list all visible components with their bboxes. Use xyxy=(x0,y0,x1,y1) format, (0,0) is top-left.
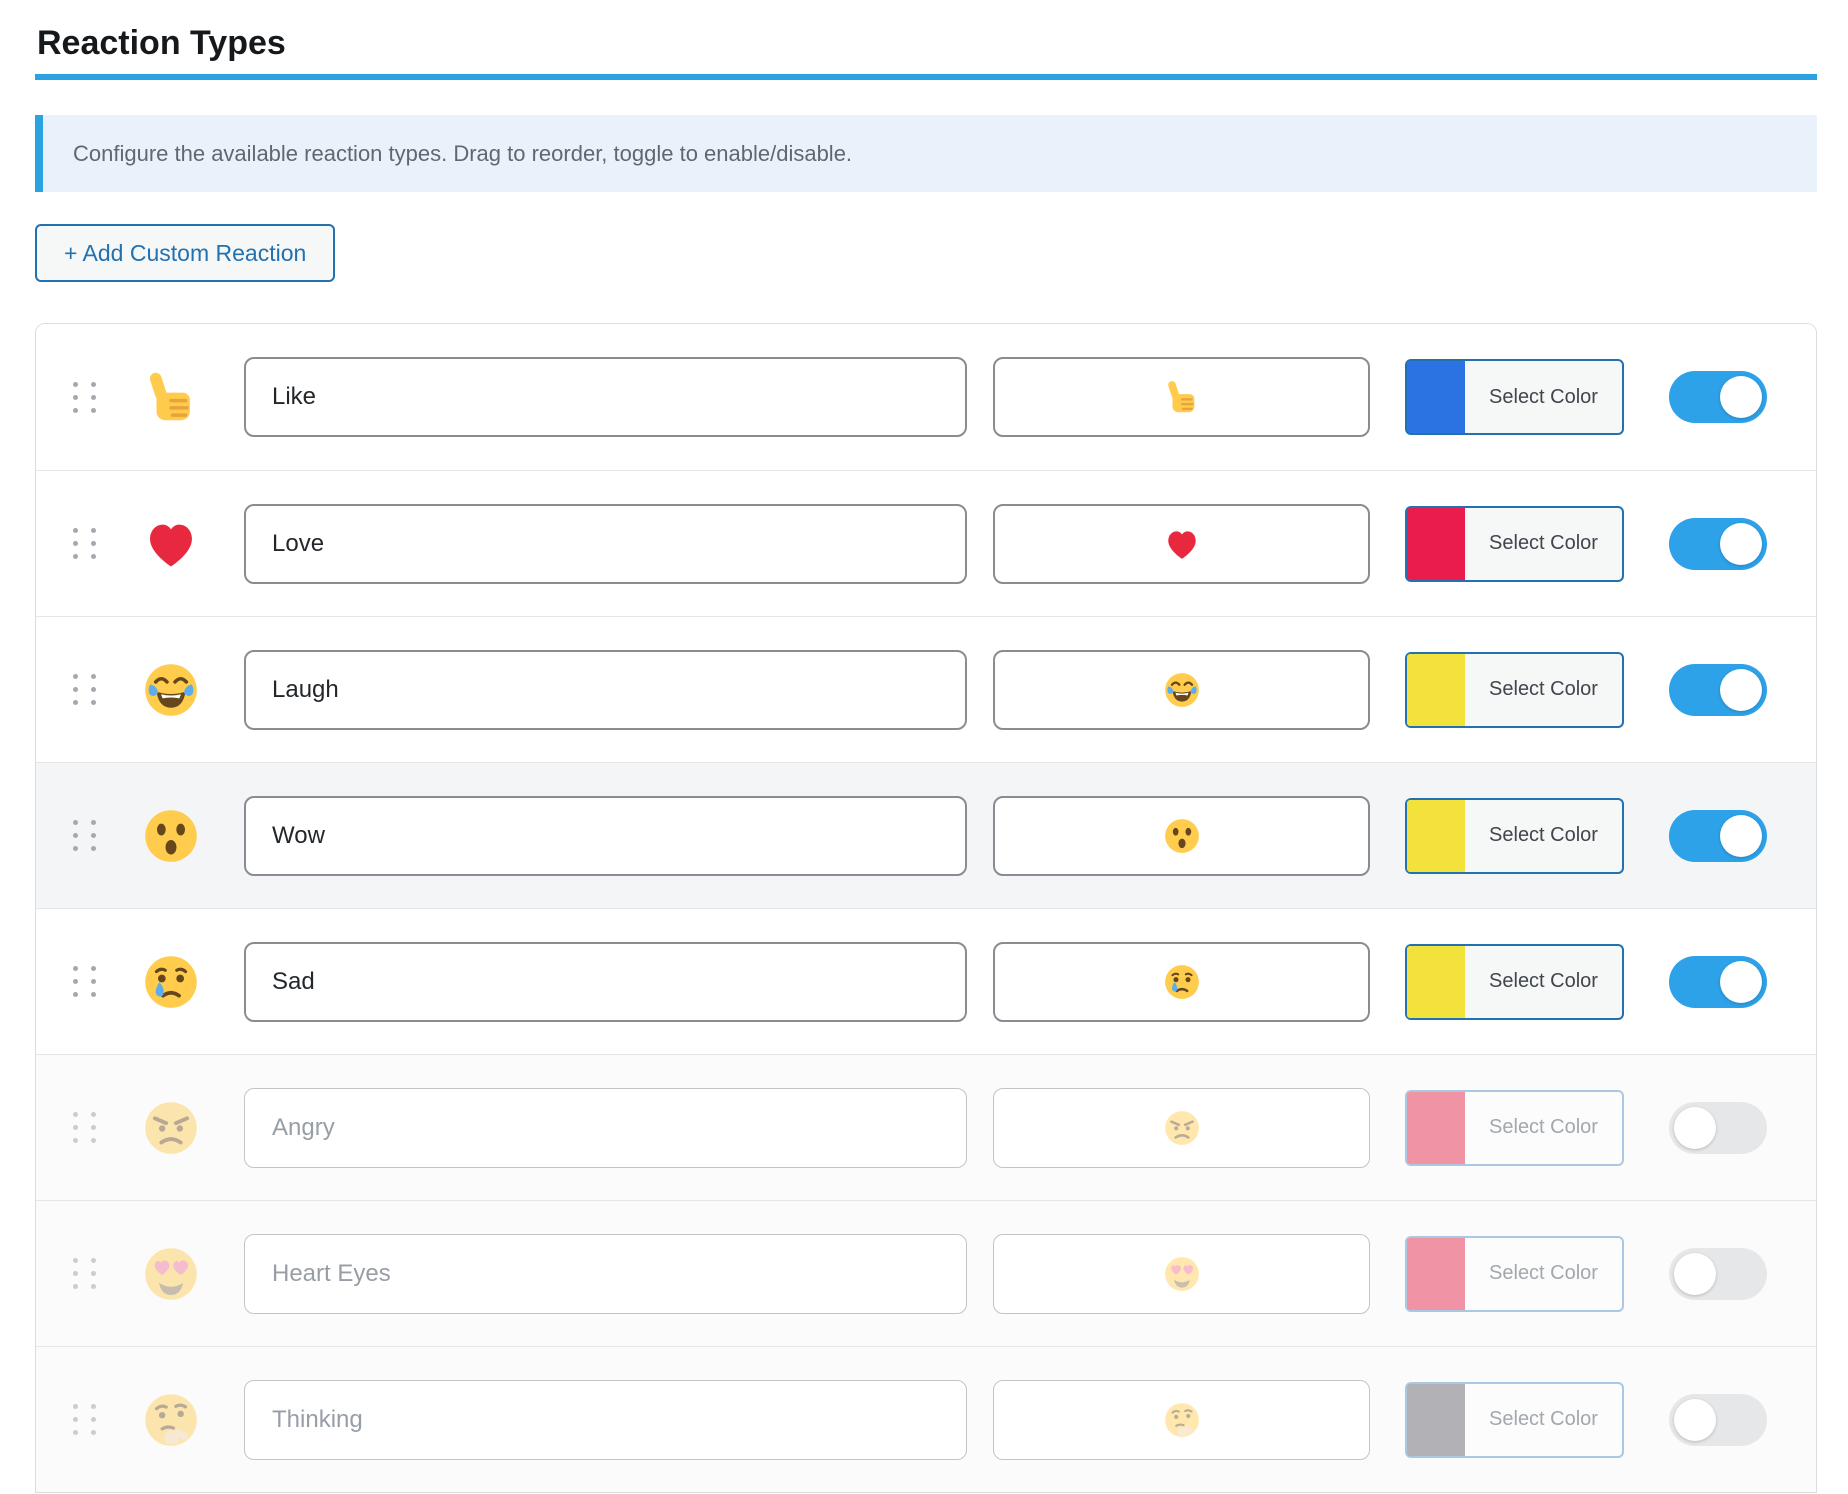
select-color-button[interactable]: Select Color xyxy=(1405,1235,1624,1312)
reaction-emoji-input[interactable] xyxy=(993,357,1370,437)
select-color-button[interactable]: Select Color xyxy=(1405,797,1624,874)
select-color-button[interactable]: Select Color xyxy=(1405,1089,1624,1166)
color-swatch xyxy=(1407,1091,1465,1164)
reaction-row: Select Color xyxy=(36,908,1816,1054)
select-color-label: Select Color xyxy=(1489,1116,1598,1138)
enable-toggle[interactable] xyxy=(1669,955,1767,1008)
crying-face-icon xyxy=(1163,963,1201,1001)
thumbs-up-icon xyxy=(1163,378,1201,416)
thinking-face-icon xyxy=(142,1391,200,1449)
color-swatch xyxy=(1407,507,1465,580)
page-title: Reaction Types xyxy=(35,0,1817,80)
red-heart-icon xyxy=(1163,525,1201,563)
thumbs-up-icon xyxy=(142,368,200,426)
drag-handle-icon[interactable] xyxy=(73,381,96,413)
select-color-button[interactable]: Select Color xyxy=(1405,359,1624,435)
reaction-emoji-input[interactable] xyxy=(993,503,1370,584)
toggle-knob xyxy=(1674,1252,1716,1295)
reaction-name-input[interactable] xyxy=(244,795,967,876)
enable-toggle[interactable] xyxy=(1669,1101,1767,1154)
astonished-face-icon xyxy=(142,807,200,865)
add-custom-reaction-button[interactable]: + Add Custom Reaction xyxy=(35,224,336,282)
color-swatch xyxy=(1407,799,1465,872)
heart-eyes-face-icon xyxy=(1163,1255,1201,1293)
angry-face-icon xyxy=(142,1099,200,1157)
astonished-face-icon xyxy=(1163,817,1201,855)
reaction-row: Select Color xyxy=(36,762,1816,908)
color-swatch xyxy=(1407,653,1465,726)
reaction-row: Select Color xyxy=(36,1346,1816,1492)
reaction-emoji-input[interactable] xyxy=(993,1087,1370,1168)
reaction-emoji-input[interactable] xyxy=(993,1379,1370,1460)
face-with-tears-of-joy-icon xyxy=(1163,671,1201,709)
color-swatch xyxy=(1407,945,1465,1018)
enable-toggle[interactable] xyxy=(1669,517,1767,570)
select-color-label: Select Color xyxy=(1489,970,1598,992)
select-color-button[interactable]: Select Color xyxy=(1405,943,1624,1020)
select-color-label: Select Color xyxy=(1489,532,1598,554)
reaction-row: Select Color xyxy=(36,1200,1816,1346)
select-color-button[interactable]: Select Color xyxy=(1405,1381,1624,1458)
drag-handle-icon[interactable] xyxy=(73,1404,96,1435)
select-color-button[interactable]: Select Color xyxy=(1405,651,1624,728)
thinking-face-icon xyxy=(1163,1401,1201,1439)
reaction-name-input[interactable] xyxy=(244,1233,967,1314)
drag-handle-icon[interactable] xyxy=(73,1258,96,1289)
drag-handle-icon[interactable] xyxy=(73,966,96,997)
drag-handle-icon[interactable] xyxy=(73,528,96,559)
info-notice-text: Configure the available reaction types. … xyxy=(73,141,853,166)
reaction-name-input[interactable] xyxy=(244,941,967,1022)
info-notice: Configure the available reaction types. … xyxy=(35,115,1817,192)
angry-face-icon xyxy=(1163,1109,1201,1147)
enable-toggle[interactable] xyxy=(1669,809,1767,862)
reaction-name-input[interactable] xyxy=(244,649,967,730)
reaction-row: Select Color xyxy=(36,324,1816,470)
reaction-emoji-input[interactable] xyxy=(993,795,1370,876)
select-color-label: Select Color xyxy=(1489,824,1598,846)
select-color-label: Select Color xyxy=(1489,678,1598,700)
heart-eyes-face-icon xyxy=(142,1245,200,1303)
reaction-emoji-input[interactable] xyxy=(993,649,1370,730)
reaction-list: Select Color Select Color xyxy=(35,323,1817,1493)
toggle-knob xyxy=(1720,376,1762,418)
reaction-row: Select Color xyxy=(36,1054,1816,1200)
crying-face-icon xyxy=(142,953,200,1011)
enable-toggle[interactable] xyxy=(1669,371,1767,423)
reaction-row: Select Color xyxy=(36,470,1816,616)
reaction-emoji-input[interactable] xyxy=(993,941,1370,1022)
reaction-emoji-input[interactable] xyxy=(993,1233,1370,1314)
toggle-knob xyxy=(1674,1398,1716,1441)
color-swatch xyxy=(1407,361,1465,433)
select-color-label: Select Color xyxy=(1489,385,1598,408)
toggle-knob xyxy=(1720,522,1762,565)
drag-handle-icon[interactable] xyxy=(73,674,96,705)
enable-toggle[interactable] xyxy=(1669,663,1767,716)
color-swatch xyxy=(1407,1237,1465,1310)
color-swatch xyxy=(1407,1383,1465,1456)
reaction-name-input[interactable] xyxy=(244,1087,967,1168)
select-color-label: Select Color xyxy=(1489,1262,1598,1284)
reaction-name-input[interactable] xyxy=(244,357,967,437)
toggle-knob xyxy=(1674,1106,1716,1149)
select-color-button[interactable]: Select Color xyxy=(1405,505,1624,582)
drag-handle-icon[interactable] xyxy=(73,1112,96,1143)
drag-handle-icon[interactable] xyxy=(73,820,96,851)
reaction-name-input[interactable] xyxy=(244,1379,967,1460)
select-color-label: Select Color xyxy=(1489,1408,1598,1430)
toggle-knob xyxy=(1720,668,1762,711)
toggle-knob xyxy=(1720,814,1762,857)
reaction-name-input[interactable] xyxy=(244,503,967,584)
red-heart-icon xyxy=(142,515,200,573)
enable-toggle[interactable] xyxy=(1669,1393,1767,1446)
enable-toggle[interactable] xyxy=(1669,1247,1767,1300)
toggle-knob xyxy=(1720,960,1762,1003)
face-with-tears-of-joy-icon xyxy=(142,661,200,719)
reaction-row: Select Color xyxy=(36,616,1816,762)
